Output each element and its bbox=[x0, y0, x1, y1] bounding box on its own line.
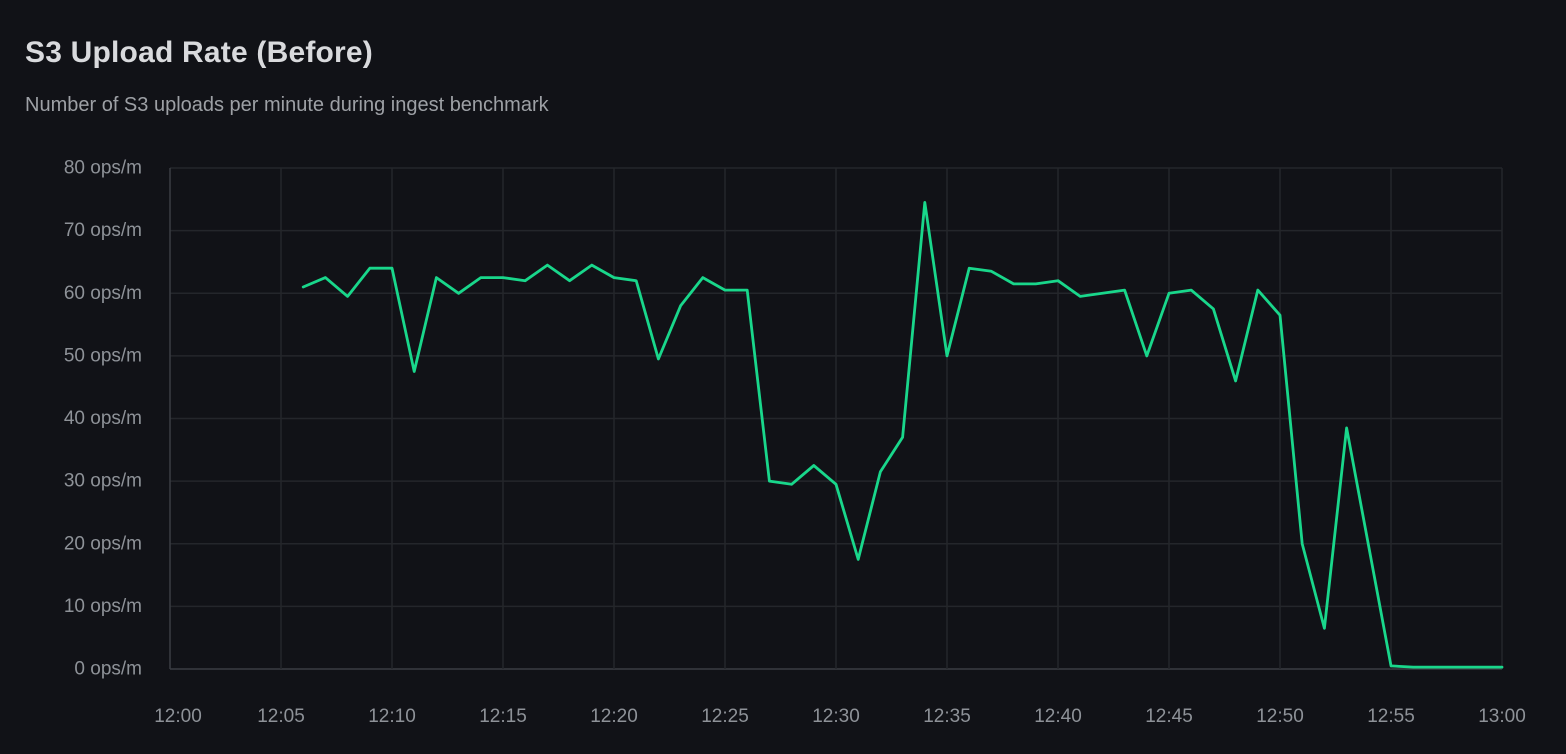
x-tick-label: 12:20 bbox=[590, 706, 638, 727]
y-tick-label: 50 ops/m bbox=[64, 345, 142, 366]
x-tick-label: 12:30 bbox=[812, 706, 860, 727]
x-tick-label: 12:55 bbox=[1367, 706, 1415, 727]
x-tick-label: 13:00 bbox=[1478, 706, 1526, 727]
x-tick-label: 12:45 bbox=[1145, 706, 1193, 727]
x-tick-label: 12:35 bbox=[923, 706, 971, 727]
x-tick-label: 12:25 bbox=[701, 706, 749, 727]
y-tick-label: 0 ops/m bbox=[74, 659, 142, 680]
y-tick-label: 40 ops/m bbox=[64, 408, 142, 429]
y-tick-label: 60 ops/m bbox=[64, 283, 142, 304]
x-tick-label: 12:10 bbox=[368, 706, 416, 727]
y-tick-label: 80 ops/m bbox=[64, 158, 142, 179]
x-tick-label: 12:40 bbox=[1034, 706, 1082, 727]
series-line-s3-upload-rate bbox=[301, 200, 1504, 669]
y-tick-label: 10 ops/m bbox=[64, 596, 142, 617]
y-tick-label: 70 ops/m bbox=[64, 220, 142, 241]
x-tick-label: 12:05 bbox=[257, 706, 305, 727]
panel-subtitle: Number of S3 uploads per minute during i… bbox=[25, 94, 549, 116]
x-tick-label: 12:50 bbox=[1256, 706, 1304, 727]
x-tick-label: 12:15 bbox=[479, 706, 527, 727]
x-tick-label: 12:00 bbox=[154, 706, 202, 727]
panel-title: S3 Upload Rate (Before) bbox=[25, 36, 373, 69]
y-tick-label: 20 ops/m bbox=[64, 533, 142, 554]
y-tick-label: 30 ops/m bbox=[64, 471, 142, 492]
